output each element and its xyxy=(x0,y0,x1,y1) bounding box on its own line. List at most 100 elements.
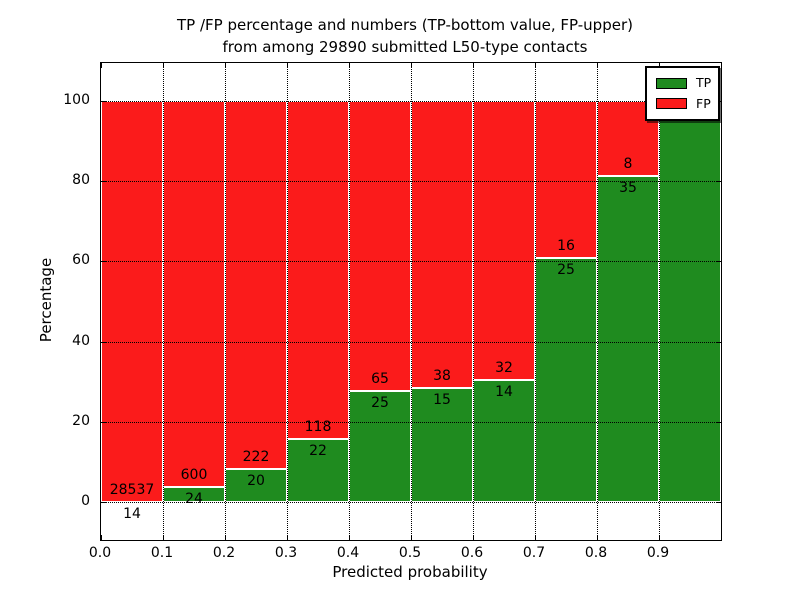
bar-0.2-0.3-tp-count-label: 20 xyxy=(247,472,265,489)
fp-swatch-icon xyxy=(656,98,687,110)
y-tick-label-60: 60 xyxy=(72,252,90,269)
bar-0.8-0.9-fp-count-label: 8 xyxy=(623,155,633,172)
bar-0.3-0.4-fp-segment xyxy=(287,101,349,439)
bar-0.7-0.8-fp-count-label: 16 xyxy=(557,237,575,254)
x-tickmark-bottom xyxy=(225,535,226,540)
y-tick-label-20: 20 xyxy=(72,412,90,429)
x-gridline-1 xyxy=(163,63,164,540)
chart-title-line-1: TP /FP percentage and numbers (TP-bottom… xyxy=(177,16,633,34)
y-tick-label-100: 100 xyxy=(63,92,90,109)
x-tick-label-0.0: 0.0 xyxy=(88,545,112,561)
bar-0.0-0.1-tp-count-label: 14 xyxy=(123,505,141,522)
x-tickmark-bottom xyxy=(473,535,474,540)
bar-0.3-0.4-fp-count-label: 118 xyxy=(304,418,332,435)
bar-0.4-0.5-tp-count-label: 25 xyxy=(371,394,389,411)
x-gridline-2 xyxy=(225,63,226,540)
bar-0.7-0.8-tp-count-label: 25 xyxy=(557,261,575,278)
x-tickmark-top xyxy=(225,63,226,68)
x-tickmark-bottom xyxy=(411,535,412,540)
bar-0.5-0.6-tp-count-label: 15 xyxy=(433,392,451,409)
bar-0.5-0.6-fp-segment xyxy=(411,101,473,389)
x-tickmark-top xyxy=(349,63,350,68)
x-axis-label: Predicted probability xyxy=(332,563,488,581)
legend-item-fp: FP xyxy=(647,95,718,111)
x-tickmark-top xyxy=(597,63,598,68)
x-gridline-3 xyxy=(287,63,288,540)
y-tickmark-left xyxy=(101,101,106,103)
x-tickmark-top xyxy=(411,63,412,68)
x-tickmark-top xyxy=(163,63,164,68)
bar-0.4-0.5-tp-segment xyxy=(349,390,411,502)
chart-title-line-2: from among 29890 submitted L50-type cont… xyxy=(222,38,588,56)
x-tickmark-bottom xyxy=(721,535,722,540)
tp-swatch-icon xyxy=(656,77,687,89)
y-tick-label-80: 80 xyxy=(72,172,90,189)
x-tickmark-bottom xyxy=(597,535,598,540)
x-tick-label-0.4: 0.4 xyxy=(336,545,360,561)
bar-0.3-0.4-tp-count-label: 22 xyxy=(309,442,327,459)
x-tick-label-0.5: 0.5 xyxy=(398,545,422,561)
bar-0.6-0.7-fp-segment xyxy=(473,101,535,380)
x-tickmark-top xyxy=(473,63,474,68)
x-tickmark-bottom xyxy=(535,535,536,540)
y-tickmark-right xyxy=(716,421,721,423)
y-tickmark-left xyxy=(101,181,106,183)
bar-0.9-1.0-tp-segment xyxy=(659,101,721,502)
x-gridline-6 xyxy=(473,63,474,540)
bar-0.4-0.5-fp-count-label: 65 xyxy=(371,370,389,387)
bar-0.1-0.2-fp-segment xyxy=(163,101,225,487)
bar-0.5-0.6-fp-count-label: 38 xyxy=(433,368,451,385)
x-tick-label-0.3: 0.3 xyxy=(274,545,298,561)
y-tickmark-left xyxy=(101,501,106,503)
bar-0.4-0.5-fp-segment xyxy=(349,101,411,391)
plot-area: 28537 14 600 24 222 20 118 22 65 25 38 15 32 14 16 25 8 3… xyxy=(100,62,722,541)
x-tick-label-0.9: 0.9 xyxy=(646,545,670,561)
y-tickmark-left xyxy=(101,421,106,423)
y-axis-label: Percentage xyxy=(37,257,55,343)
x-tick-label-0.2: 0.2 xyxy=(212,545,236,561)
x-tickmark-bottom xyxy=(163,535,164,540)
x-gridline-8 xyxy=(597,63,598,540)
x-gridline-4 xyxy=(349,63,350,540)
bar-0.6-0.7-fp-count-label: 32 xyxy=(495,359,513,376)
x-tick-label-0.8: 0.8 xyxy=(584,545,608,561)
x-tick-label-0.1: 0.1 xyxy=(150,545,174,561)
legend-label-tp: TP xyxy=(696,75,712,91)
x-tick-label-0.6: 0.6 xyxy=(460,545,484,561)
bar-0.7-0.8-tp-segment xyxy=(535,257,597,502)
x-tickmark-top xyxy=(101,63,102,68)
bar-0.7-0.8-fp-segment xyxy=(535,101,597,258)
x-tickmark-bottom xyxy=(349,535,350,540)
bar-0.8-0.9-tp-count-label: 35 xyxy=(619,179,637,196)
chart-title: TP /FP percentage and numbers (TP-bottom… xyxy=(95,14,715,58)
bar-0.0-0.1-fp-segment xyxy=(101,101,163,502)
y-tickmark-right xyxy=(716,181,721,183)
x-gridline-9 xyxy=(659,63,660,540)
x-tickmark-bottom xyxy=(101,535,102,540)
y-tickmark-right xyxy=(716,261,721,263)
x-tickmark-bottom xyxy=(287,535,288,540)
y-tickmark-left xyxy=(101,261,106,263)
legend-item-tp: TP xyxy=(647,76,718,90)
x-tickmark-bottom xyxy=(659,535,660,540)
bar-0.8-0.9-tp-segment xyxy=(597,175,659,502)
bar-0.3-0.4-tp-segment xyxy=(287,438,349,502)
bar-0.1-0.2-fp-count-label: 600 xyxy=(180,466,208,483)
y-tickmark-right xyxy=(716,501,721,503)
y-tick-label-0: 0 xyxy=(81,492,90,509)
bar-0.2-0.3-fp-segment xyxy=(225,101,287,469)
x-tickmark-top xyxy=(721,63,722,68)
bar-0.1-0.2-tp-count-label: 24 xyxy=(185,490,203,507)
bar-0.2-0.3-tp-segment xyxy=(225,468,287,502)
x-tickmark-top xyxy=(535,63,536,68)
y-tickmark-left xyxy=(101,341,106,343)
x-tickmark-top xyxy=(659,63,660,68)
bar-0.2-0.3-fp-count-label: 222 xyxy=(242,448,270,465)
legend-label-fp: FP xyxy=(696,95,711,111)
y-tickmark-right xyxy=(716,341,721,343)
x-gridline-5 xyxy=(411,63,412,540)
x-gridline-7 xyxy=(535,63,536,540)
bar-0.0-0.1-fp-count-label: 28537 xyxy=(109,481,155,498)
bar-0.6-0.7-tp-count-label: 14 xyxy=(495,383,513,400)
